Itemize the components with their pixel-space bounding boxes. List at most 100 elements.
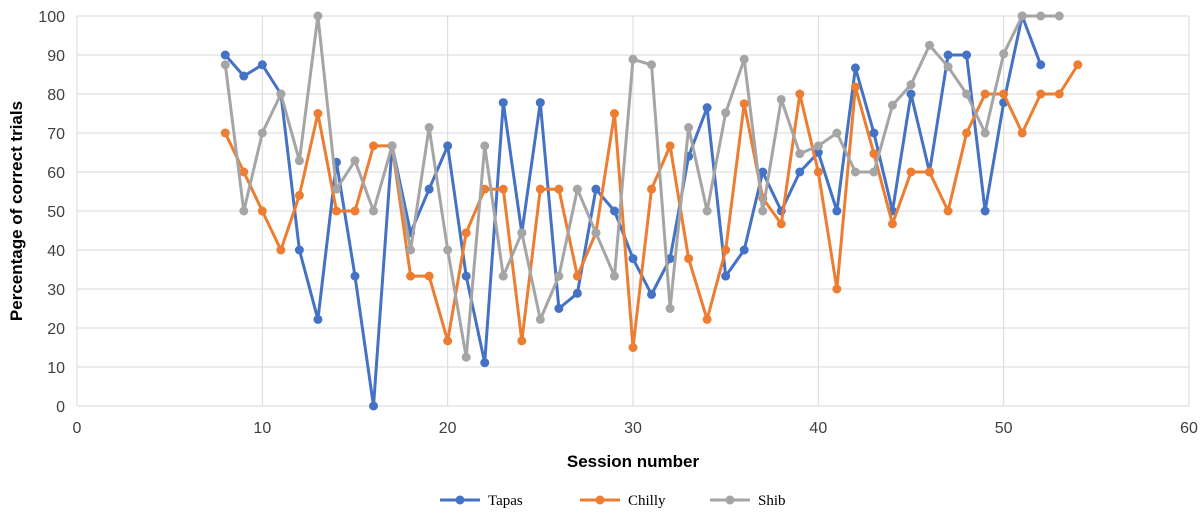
data-point	[702, 103, 712, 113]
series-chilly	[220, 60, 1083, 352]
data-point	[535, 184, 545, 194]
data-point	[498, 184, 508, 194]
legend-swatch-marker	[595, 495, 605, 505]
data-point	[387, 141, 397, 151]
data-point	[647, 60, 657, 70]
data-point	[572, 184, 582, 194]
y-tick-label: 40	[47, 243, 65, 260]
data-point	[257, 128, 267, 138]
data-point	[813, 148, 823, 157]
data-point	[962, 128, 972, 138]
data-point	[369, 206, 379, 216]
data-point	[498, 271, 508, 281]
data-point	[239, 167, 249, 177]
data-point	[980, 89, 990, 99]
x-tick-label: 30	[624, 420, 642, 437]
data-point	[887, 100, 897, 110]
data-point	[480, 358, 490, 368]
data-point	[869, 167, 879, 177]
data-point	[369, 401, 379, 411]
x-tick-label: 50	[995, 420, 1013, 437]
data-point	[943, 50, 953, 60]
data-point	[572, 288, 582, 298]
y-tick-label: 30	[47, 282, 65, 299]
data-point	[628, 343, 638, 352]
data-point	[813, 141, 823, 151]
data-point	[647, 289, 657, 299]
series-layer	[220, 11, 1083, 411]
data-point	[406, 271, 416, 281]
y-tick-label: 100	[38, 9, 65, 26]
data-point	[850, 63, 860, 73]
data-point	[665, 304, 675, 313]
y-tick-label: 50	[47, 204, 65, 221]
data-point	[906, 89, 916, 99]
legend-label: Shib	[758, 493, 786, 509]
data-point	[665, 141, 675, 151]
y-tick-label: 60	[47, 165, 65, 182]
data-point	[721, 245, 731, 255]
data-point	[424, 123, 434, 133]
x-tick-label: 0	[73, 420, 82, 437]
data-point	[572, 271, 582, 281]
data-point	[1036, 89, 1046, 99]
x-tick-label: 10	[253, 420, 271, 437]
y-tick-label: 70	[47, 126, 65, 143]
legend-swatch-marker	[455, 495, 465, 505]
data-point	[257, 60, 267, 70]
legend-item-chilly: Chilly	[580, 493, 666, 509]
data-point	[294, 245, 304, 255]
x-tick-label: 20	[439, 420, 457, 437]
data-point	[276, 89, 286, 99]
data-point	[294, 190, 304, 200]
data-point	[517, 228, 527, 238]
data-point	[758, 206, 768, 216]
data-point	[795, 149, 805, 159]
data-point	[535, 98, 545, 108]
legend-item-tapas: Tapas	[440, 493, 523, 509]
data-point	[257, 206, 267, 216]
data-point	[1073, 60, 1083, 70]
data-point	[684, 123, 694, 133]
data-point	[702, 206, 712, 216]
data-point	[331, 184, 341, 194]
data-point	[220, 50, 230, 60]
data-point	[369, 141, 379, 151]
data-point	[906, 80, 916, 90]
data-point	[443, 336, 453, 346]
data-point	[498, 98, 508, 108]
data-point	[943, 206, 953, 216]
data-point	[1036, 11, 1046, 21]
data-point	[721, 271, 731, 281]
data-point	[980, 206, 990, 216]
data-point	[424, 184, 434, 194]
legend-label: Tapas	[488, 493, 523, 509]
data-point	[832, 206, 842, 216]
y-tick-label: 90	[47, 48, 65, 65]
data-point	[609, 109, 619, 118]
data-point	[999, 89, 1009, 99]
data-point	[517, 336, 527, 346]
data-point	[925, 40, 935, 50]
data-point	[461, 271, 471, 281]
data-point	[739, 245, 749, 255]
x-axis-title: Session number	[567, 452, 700, 471]
y-tick-label: 10	[47, 360, 65, 377]
data-point	[776, 219, 786, 229]
data-point	[721, 108, 731, 118]
data-point	[850, 167, 860, 177]
legend-swatch-marker	[725, 495, 735, 505]
data-point	[554, 184, 564, 194]
data-point	[554, 304, 564, 313]
data-point	[795, 89, 805, 99]
data-point	[887, 219, 897, 229]
data-point	[739, 99, 749, 109]
data-point	[406, 245, 416, 255]
data-point	[313, 109, 323, 118]
y-tick-label: 20	[47, 321, 65, 338]
data-point	[350, 156, 360, 166]
data-point	[1054, 11, 1064, 21]
data-point	[702, 314, 712, 324]
y-tick-label: 80	[47, 87, 65, 104]
